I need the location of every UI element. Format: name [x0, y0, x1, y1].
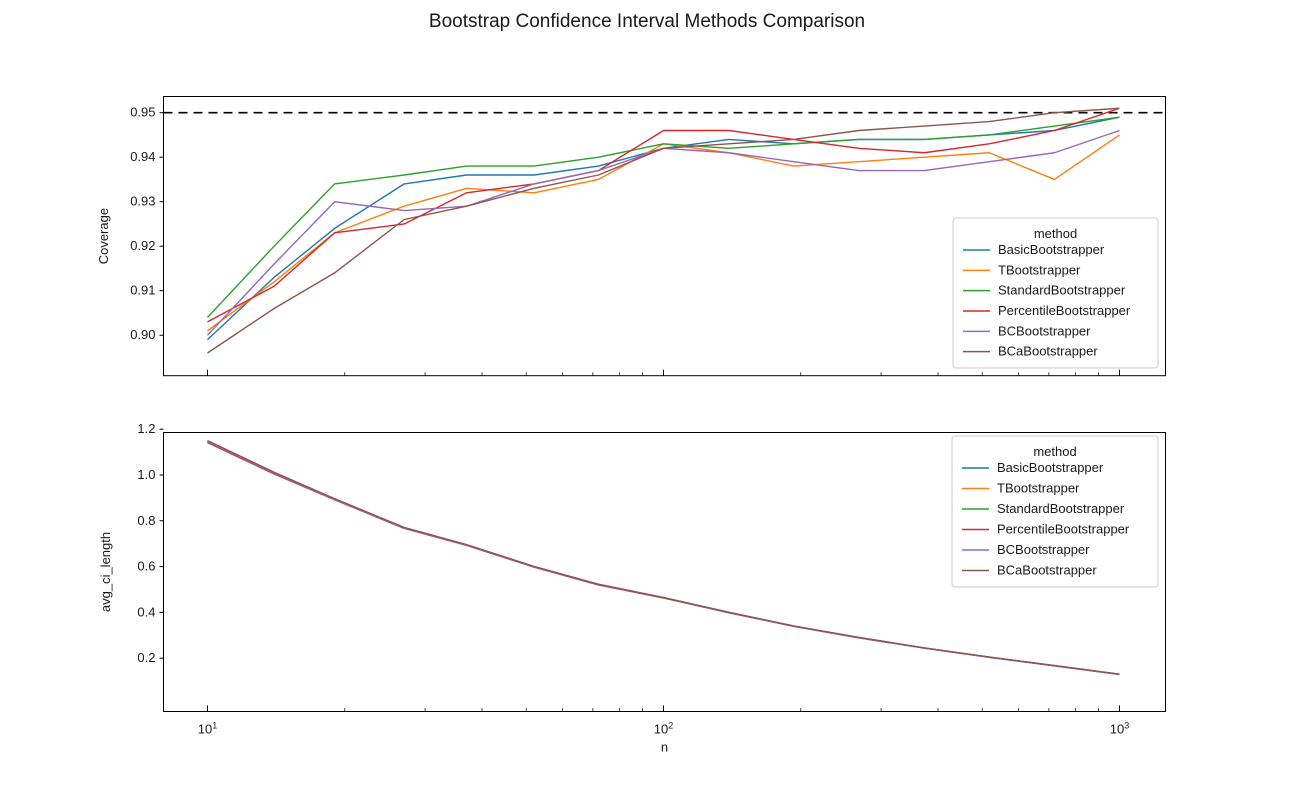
svg-text:PercentileBootstrapper: PercentileBootstrapper	[998, 303, 1131, 318]
svg-text:StandardBootstrapper: StandardBootstrapper	[997, 501, 1125, 516]
svg-text:0.2: 0.2	[137, 650, 155, 665]
svg-text:BasicBootstrapper: BasicBootstrapper	[998, 242, 1105, 257]
svg-text:method: method	[1033, 444, 1076, 459]
svg-text:PercentileBootstrapper: PercentileBootstrapper	[997, 522, 1130, 537]
svg-text:TBootstrapper: TBootstrapper	[998, 262, 1081, 277]
svg-text:BCBootstrapper: BCBootstrapper	[998, 323, 1091, 338]
svg-text:method: method	[1034, 226, 1077, 241]
svg-text:StandardBootstrapper: StandardBootstrapper	[998, 283, 1126, 298]
svg-text:101: 101	[198, 721, 217, 737]
svg-text:0.91: 0.91	[130, 283, 155, 298]
svg-text:0.93: 0.93	[130, 194, 155, 209]
svg-text:1.2: 1.2	[137, 421, 155, 436]
svg-text:BasicBootstrapper: BasicBootstrapper	[997, 460, 1104, 475]
svg-text:Coverage: Coverage	[96, 208, 111, 264]
svg-text:0.92: 0.92	[130, 238, 155, 253]
svg-text:1.0: 1.0	[137, 467, 155, 482]
svg-text:0.95: 0.95	[130, 105, 155, 120]
svg-text:0.6: 0.6	[137, 559, 155, 574]
svg-text:avg_ci_length: avg_ci_length	[98, 532, 113, 612]
svg-text:103: 103	[1110, 721, 1129, 737]
svg-text:0.4: 0.4	[137, 604, 155, 619]
svg-text:BCBootstrapper: BCBootstrapper	[997, 542, 1090, 557]
svg-text:TBootstrapper: TBootstrapper	[997, 481, 1080, 496]
svg-text:BCaBootstrapper: BCaBootstrapper	[998, 344, 1098, 359]
svg-text:102: 102	[654, 721, 673, 737]
svg-text:0.90: 0.90	[130, 327, 155, 342]
svg-text:BCaBootstrapper: BCaBootstrapper	[997, 563, 1097, 578]
svg-text:n: n	[661, 740, 668, 755]
svg-text:0.8: 0.8	[137, 513, 155, 528]
svg-text:0.94: 0.94	[130, 149, 155, 164]
